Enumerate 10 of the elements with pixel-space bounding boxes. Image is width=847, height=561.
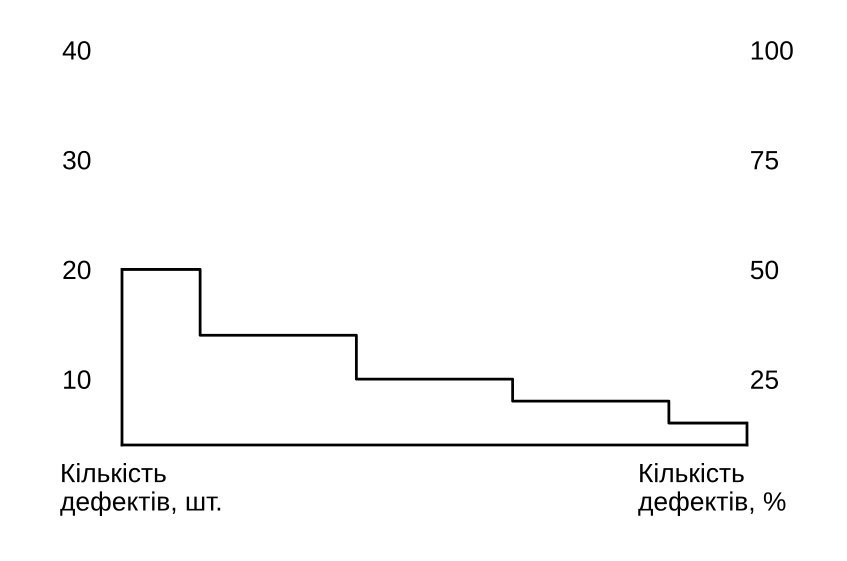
y-tick-label: 10	[64, 370, 90, 389]
y2-tick-label: 25	[751, 370, 778, 389]
y-tick-label: 20	[63, 260, 90, 280]
y-tick-label: 40	[62, 41, 90, 60]
y-tick-label: 30	[63, 150, 90, 170]
y2-tick-label: 75	[751, 151, 778, 170]
y2-tick-label: 100	[752, 41, 793, 60]
text: Кількість дефектів, %	[638, 463, 786, 516]
text: Кількість дефектів, шт.	[60, 463, 220, 516]
y2-tick-label: 50	[750, 260, 778, 280]
